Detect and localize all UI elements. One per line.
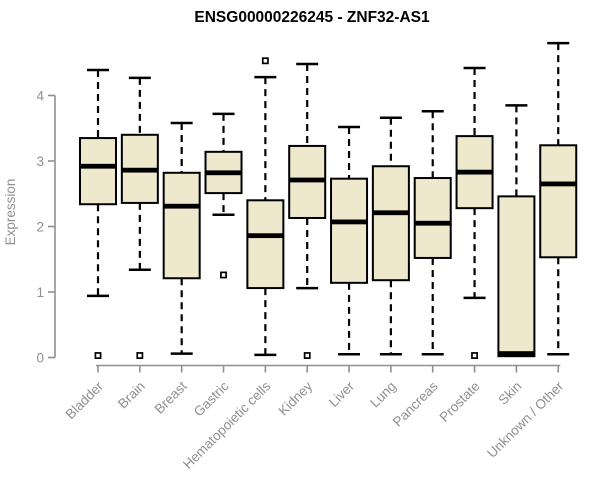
median-line — [372, 210, 409, 216]
outlier-point — [136, 352, 144, 359]
outlier-point — [303, 352, 311, 359]
x-category-label: Unknown / Other — [484, 378, 567, 461]
y-tick-label: 3 — [36, 154, 44, 169]
outlier-point — [94, 352, 102, 359]
box-group — [413, 109, 452, 356]
iqr-box — [162, 171, 201, 280]
median-line — [163, 203, 200, 209]
box-group — [246, 57, 285, 357]
x-category-label: Lung — [367, 379, 399, 411]
x-category-label: Pancreas — [390, 378, 441, 429]
chart-title: ENSG00000226245 - ZNF32-AS1 — [194, 9, 430, 26]
iqr-box — [497, 195, 536, 358]
y-tick-label: 2 — [36, 219, 44, 234]
y-tick-label: 4 — [36, 88, 44, 103]
iqr-box — [330, 177, 369, 284]
box-series — [79, 41, 578, 359]
iqr-box — [539, 144, 578, 259]
x-category-label: Bladder — [63, 378, 107, 422]
median-line — [498, 351, 535, 356]
median-line — [205, 170, 242, 176]
box-group — [371, 116, 410, 356]
box-group — [539, 41, 578, 356]
x-category-label: Kidney — [276, 378, 316, 418]
x-category-label: Skin — [495, 379, 524, 408]
y-tick-label: 1 — [36, 285, 44, 300]
median-line — [414, 220, 451, 226]
box-group — [330, 125, 369, 356]
median-line — [80, 163, 116, 169]
median-line — [289, 177, 326, 183]
iqr-box — [413, 177, 452, 259]
x-category-label: Brain — [115, 379, 148, 412]
box-group — [497, 104, 536, 358]
median-line — [540, 181, 577, 187]
box-group — [204, 112, 243, 279]
iqr-box — [246, 199, 285, 290]
x-category-label: Breast — [152, 378, 190, 416]
x-category-label: Prostate — [437, 379, 483, 425]
box-group — [455, 66, 494, 359]
x-category-label: Gastric — [191, 378, 232, 419]
iqr-box — [79, 137, 117, 206]
median-line — [456, 169, 493, 175]
median-line — [331, 219, 368, 225]
box-group — [162, 121, 201, 355]
outlier-point — [220, 271, 227, 279]
box-group — [288, 62, 327, 359]
outlier-point — [471, 352, 479, 359]
median-line — [121, 167, 158, 173]
box-group — [120, 76, 159, 359]
iqr-box — [371, 165, 410, 282]
median-line — [247, 233, 284, 239]
y-axis-title: Expression — [3, 179, 18, 246]
x-category-label: Liver — [326, 378, 358, 410]
outlier-point — [261, 57, 269, 65]
y-tick-label: 0 — [36, 350, 44, 365]
box-group — [79, 68, 117, 359]
